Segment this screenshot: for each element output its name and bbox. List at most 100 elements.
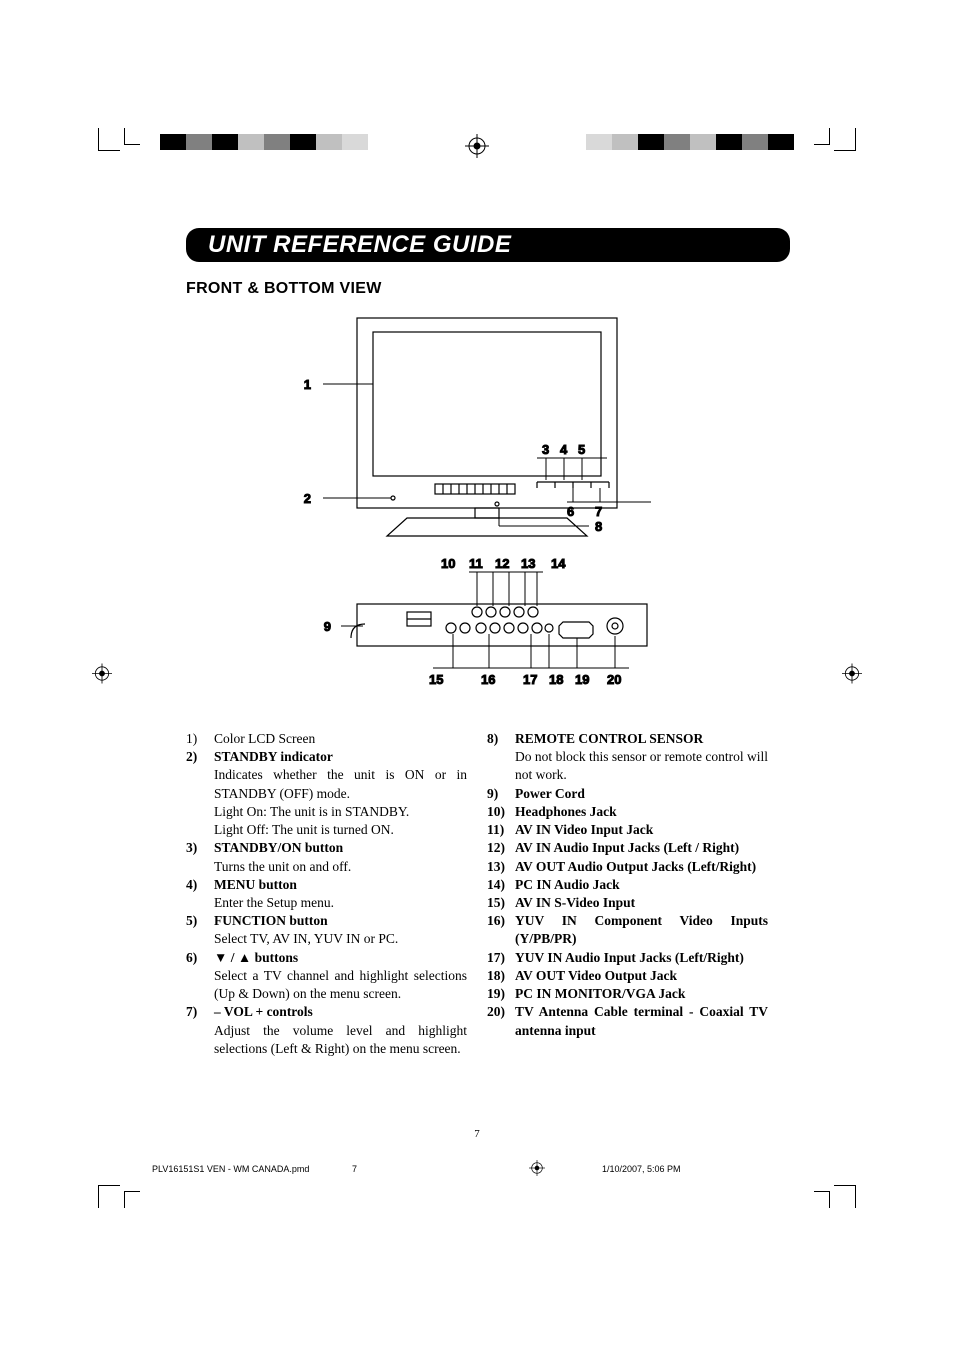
reference-item-number: 14) [487, 876, 515, 894]
callout-label: 3 [542, 442, 549, 457]
reference-item-title: PC IN MONITOR/VGA Jack [515, 986, 685, 1001]
color-swatch [238, 134, 264, 150]
reference-item-body: Power Cord [515, 785, 768, 803]
reference-item-number: 18) [487, 967, 515, 985]
callout-label: 8 [595, 519, 602, 534]
callout-label: 1 [304, 377, 311, 392]
callout-label: 18 [549, 672, 563, 687]
color-swatch [186, 134, 212, 150]
crop-mark-icon [818, 128, 856, 166]
reference-item-text: Do not block this sensor or remote contr… [515, 749, 768, 782]
reference-item: 12)AV IN Audio Input Jacks (Left / Right… [487, 839, 768, 857]
callout-label: 7 [595, 504, 602, 519]
reference-item-title: AV IN Video Input Jack [515, 822, 653, 837]
reference-item-body: Color LCD Screen [214, 730, 467, 748]
reference-item: 17)YUV IN Audio Input Jacks (Left/Right) [487, 949, 768, 967]
reference-item-body: AV IN Audio Input Jacks (Left / Right) [515, 839, 768, 857]
registration-target-icon [842, 663, 862, 688]
reference-item-title: Color LCD Screen [214, 731, 315, 746]
color-swatch [342, 134, 368, 150]
reference-item: 15)AV IN S-Video Input [487, 894, 768, 912]
reference-item: 18)AV OUT Video Output Jack [487, 967, 768, 985]
callout-label: 15 [429, 672, 443, 687]
reference-item: 10)Headphones Jack [487, 803, 768, 821]
reference-item-title: AV OUT Audio Output Jacks (Left/Right) [515, 859, 756, 874]
callout-label: 19 [575, 672, 589, 687]
reference-item-body: STANDBY indicatorIndicates whether the u… [214, 748, 467, 839]
reference-item-text: Adjust the volume level and highlight se… [214, 1023, 467, 1056]
reference-item-number: 5) [186, 912, 214, 948]
reference-item-number: 13) [487, 858, 515, 876]
reference-item: 20)TV Antenna Cable terminal - Coaxial T… [487, 1003, 768, 1039]
color-swatch [612, 134, 638, 150]
crop-mark-icon [98, 128, 136, 166]
reference-item-number: 11) [487, 821, 515, 839]
reference-item-title: AV IN S-Video Input [515, 895, 635, 910]
color-swatch [638, 134, 664, 150]
callout-label: 11 [469, 556, 483, 571]
reference-item: 16)YUV IN Component Video Inputs (Y/PB/P… [487, 912, 768, 948]
printer-registration-bottom [0, 1170, 954, 1210]
reference-item-title: – VOL + controls [214, 1004, 313, 1019]
callout-label: 12 [495, 556, 509, 571]
page-title: UNIT REFERENCE GUIDE [186, 228, 790, 262]
color-swatch [716, 134, 742, 150]
reference-item-number: 15) [487, 894, 515, 912]
callout-label: 14 [551, 556, 566, 571]
reference-item-body: AV OUT Audio Output Jacks (Left/Right) [515, 858, 768, 876]
reference-item: 4)MENU button Enter the Setup menu. [186, 876, 467, 912]
printer-registration-top [0, 128, 954, 168]
reference-item-number: 3) [186, 839, 214, 875]
reference-item-title: YUV IN Audio Input Jacks (Left/Right) [515, 950, 744, 965]
reference-item: 14)PC IN Audio Jack [487, 876, 768, 894]
color-swatch [768, 134, 794, 150]
reference-item-body: ▼ / ▲ buttonsSelect a TV channel and hig… [214, 949, 467, 1004]
reference-item-title: TV Antenna Cable terminal - Coaxial TV a… [515, 1004, 768, 1037]
reference-item-number: 12) [487, 839, 515, 857]
registration-target-icon [465, 134, 489, 158]
reference-item-number: 6) [186, 949, 214, 1004]
reference-column-right: 8)REMOTE CONTROL SENSORDo not block this… [487, 730, 768, 1058]
reference-item: 6)▼ / ▲ buttonsSelect a TV channel and h… [186, 949, 467, 1004]
callout-label: 2 [304, 491, 311, 506]
reference-item-number: 16) [487, 912, 515, 948]
page-number: 7 [0, 1128, 954, 1140]
reference-item-title: AV OUT Video Output Jack [515, 968, 677, 983]
reference-item-body: AV IN S-Video Input [515, 894, 768, 912]
page: UNIT REFERENCE GUIDE FRONT & BOTTOM VIEW [0, 0, 954, 1351]
callout-label: 16 [481, 672, 495, 687]
callout-label: 4 [560, 442, 568, 457]
reference-item-title: MENU button [214, 877, 297, 892]
reference-item-number: 2) [186, 748, 214, 839]
reference-item-title: ▼ / ▲ buttons [214, 950, 298, 965]
reference-item-text: Light Off: The unit is turned ON. [214, 822, 394, 837]
color-swatch [690, 134, 716, 150]
reference-item-body: REMOTE CONTROL SENSORDo not block this s… [515, 730, 768, 785]
color-swatch [264, 134, 290, 150]
reference-item-body: AV IN Video Input Jack [515, 821, 768, 839]
reference-item-text: Enter the Setup menu. [214, 895, 334, 910]
color-swatch [290, 134, 316, 150]
callout-label: 20 [607, 672, 621, 687]
reference-item-number: 9) [487, 785, 515, 803]
reference-item-title: STANDBY/ON button [214, 840, 343, 855]
reference-item-body: Headphones Jack [515, 803, 768, 821]
reference-item-title: PC IN Audio Jack [515, 877, 620, 892]
reference-item-number: 4) [186, 876, 214, 912]
color-swatch [212, 134, 238, 150]
reference-item-body: MENU button Enter the Setup menu. [214, 876, 467, 912]
reference-item: 11)AV IN Video Input Jack [487, 821, 768, 839]
reference-item: 19)PC IN MONITOR/VGA Jack [487, 985, 768, 1003]
color-swatch [316, 134, 342, 150]
reference-item-number: 7) [186, 1003, 214, 1058]
callout-label: 17 [523, 672, 537, 687]
reference-item-body: – VOL + controls Adjust the volume level … [214, 1003, 467, 1058]
reference-item: 5)FUNCTION buttonSelect TV, AV IN, YUV I… [186, 912, 467, 948]
color-swatch [586, 134, 612, 150]
reference-item-body: FUNCTION buttonSelect TV, AV IN, YUV IN … [214, 912, 467, 948]
reference-column-left: 1)Color LCD Screen2)STANDBY indicatorInd… [186, 730, 467, 1058]
reference-item-body: TV Antenna Cable terminal - Coaxial TV a… [515, 1003, 768, 1039]
reference-item-number: 19) [487, 985, 515, 1003]
reference-item-text: Turns the unit on and off. [214, 859, 351, 874]
reference-item-body: AV OUT Video Output Jack [515, 967, 768, 985]
